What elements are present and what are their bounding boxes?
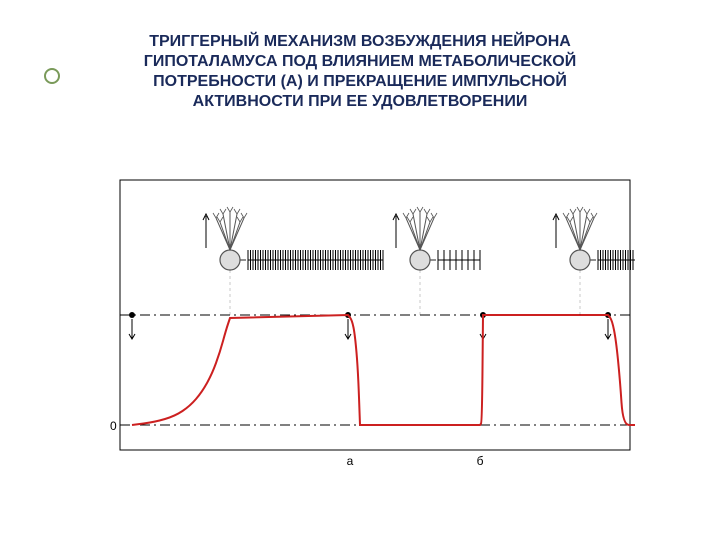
dendrite-twig xyxy=(237,209,240,214)
dendrite-twig xyxy=(577,207,580,212)
dendrite-twig xyxy=(427,209,430,214)
neuron-soma xyxy=(410,250,430,270)
neuron-soma xyxy=(220,250,240,270)
dendrite-twig xyxy=(213,213,216,218)
dendrite-twig xyxy=(220,217,223,222)
dendrite-twig xyxy=(420,207,423,212)
dendrite-twig xyxy=(570,209,573,214)
dendrite-twig xyxy=(413,209,416,214)
dendrite-twig xyxy=(220,209,223,214)
threshold-marker xyxy=(129,312,135,318)
title-line-4: АКТИВНОСТИ ПРИ ЕЕ УДОВЛЕТВОРЕНИИ xyxy=(193,93,528,110)
neuron xyxy=(393,207,480,270)
neuron xyxy=(203,207,383,270)
title-line-3: ПОТРЕБНОСТИ (А) И ПРЕКРАЩЕНИЕ ИМПУЛЬСНОЙ xyxy=(153,73,567,90)
dendrite-twig xyxy=(570,217,573,222)
dendrite-twig xyxy=(410,217,413,222)
x-label: б xyxy=(477,454,484,468)
dendrite-twig xyxy=(587,209,590,214)
title-line-1: ТРИГГЕРНЫЙ МЕХАНИЗМ ВОЗБУЖДЕНИЯ НЕЙРОНА xyxy=(149,33,571,50)
dendrite-twig xyxy=(223,209,226,214)
dendrite-twig xyxy=(244,213,247,218)
dendrite-twig xyxy=(584,209,587,214)
dendrite-twig xyxy=(230,207,233,212)
dendrite-twig xyxy=(594,213,597,218)
dendrite-twig xyxy=(403,213,406,218)
dendrite-twig xyxy=(427,217,430,222)
x-label: а xyxy=(347,454,354,468)
dendrite-twig xyxy=(587,217,590,222)
dendrite-twig xyxy=(227,207,230,212)
slide-bullet xyxy=(44,68,60,84)
dendrite-twig xyxy=(573,209,576,214)
diagram-svg: 0 а б xyxy=(100,170,640,470)
metabolic-curve xyxy=(132,315,635,425)
dendrite-twig xyxy=(580,207,583,212)
slide-title: ТРИГГЕРНЫЙ МЕХАНИЗМ ВОЗБУЖДЕНИЯ НЕЙРОНА … xyxy=(80,32,640,112)
title-line-2: ГИПОТАЛАМУСА ПОД ВЛИЯНИЕМ МЕТАБОЛИЧЕСКОЙ xyxy=(144,53,576,70)
dendrite-twig xyxy=(434,213,437,218)
dendrite-twig xyxy=(563,213,566,218)
diagram-container: 0 а б xyxy=(100,170,640,470)
dendrite-twig xyxy=(424,209,427,214)
dendrite-twig xyxy=(410,209,413,214)
dendrite-twig xyxy=(237,217,240,222)
dendrite-twig xyxy=(234,209,237,214)
neuron-soma xyxy=(570,250,590,270)
zero-label: 0 xyxy=(110,419,117,433)
neuron xyxy=(553,207,635,270)
dendrite-twig xyxy=(417,207,420,212)
